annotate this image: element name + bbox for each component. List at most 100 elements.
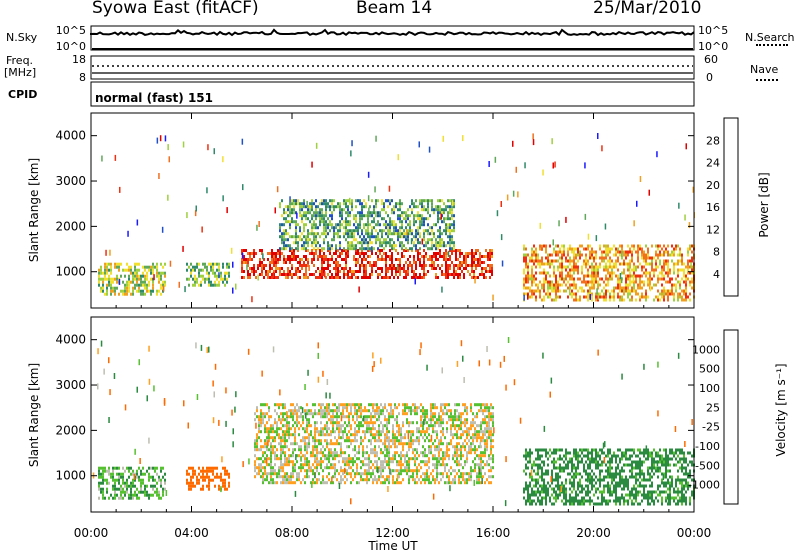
data-cell bbox=[136, 262, 138, 266]
data-speckle bbox=[410, 238, 413, 245]
data-cell bbox=[336, 454, 338, 458]
data-cell bbox=[198, 478, 200, 482]
data-cell bbox=[477, 261, 479, 264]
data-cell bbox=[338, 415, 340, 419]
data-cell bbox=[281, 214, 283, 218]
data-cell bbox=[421, 205, 423, 209]
data-cell bbox=[567, 247, 569, 251]
data-cell bbox=[385, 258, 387, 261]
data-cell bbox=[448, 442, 450, 446]
data-cell bbox=[146, 265, 148, 269]
data-cell bbox=[346, 478, 348, 482]
data-cell bbox=[108, 481, 110, 485]
data-cell bbox=[313, 247, 315, 251]
data-cell bbox=[325, 205, 327, 209]
data-cell bbox=[339, 241, 341, 245]
data-cell bbox=[365, 267, 367, 270]
data-cell bbox=[124, 292, 126, 296]
data-cell bbox=[266, 448, 268, 452]
data-cell bbox=[158, 289, 160, 293]
data-cell bbox=[541, 259, 543, 263]
data-cell bbox=[449, 249, 451, 252]
data-cell bbox=[212, 262, 214, 266]
data-cell bbox=[313, 238, 315, 242]
data-cell bbox=[383, 208, 385, 212]
data-cell bbox=[436, 469, 438, 473]
data-cell bbox=[372, 415, 374, 419]
data-cell bbox=[300, 448, 302, 452]
data-cell bbox=[224, 472, 226, 476]
data-cell bbox=[667, 271, 669, 275]
data-cell bbox=[410, 442, 412, 446]
data-cell bbox=[436, 448, 438, 452]
data-cell bbox=[285, 217, 287, 221]
data-cell bbox=[146, 484, 148, 488]
data-cell bbox=[653, 268, 655, 272]
data-cell bbox=[344, 463, 346, 467]
data-cell bbox=[160, 496, 162, 500]
data-cell bbox=[419, 258, 421, 261]
data-cell bbox=[448, 454, 450, 458]
data-cell bbox=[343, 249, 345, 252]
data-cell bbox=[653, 283, 655, 287]
data-cell bbox=[106, 277, 108, 281]
data-cell bbox=[398, 481, 400, 485]
data-cell bbox=[583, 262, 585, 266]
data-cell bbox=[346, 463, 348, 467]
data-cell bbox=[290, 442, 292, 446]
data-cell bbox=[454, 403, 456, 407]
data-cell bbox=[316, 463, 318, 467]
data-cell bbox=[317, 205, 319, 209]
data-cell bbox=[375, 235, 377, 239]
data-cell bbox=[412, 403, 414, 407]
data-cell bbox=[365, 276, 367, 279]
data-cell bbox=[376, 430, 378, 434]
data-cell bbox=[258, 463, 260, 467]
data-cell bbox=[388, 475, 390, 479]
data-cell bbox=[603, 280, 605, 284]
data-cell bbox=[393, 267, 395, 270]
data-cell bbox=[306, 460, 308, 464]
data-cell bbox=[258, 457, 260, 461]
data-cell bbox=[370, 460, 372, 464]
data-cell bbox=[348, 430, 350, 434]
data-cell bbox=[470, 427, 472, 431]
data-cell bbox=[565, 277, 567, 281]
data-cell bbox=[403, 232, 405, 236]
data-cell bbox=[336, 409, 338, 413]
data-cell bbox=[355, 214, 357, 218]
data-cell bbox=[609, 292, 611, 296]
data-cell bbox=[472, 436, 474, 440]
data-cell bbox=[339, 220, 341, 224]
data-cell bbox=[164, 271, 166, 275]
data-cell bbox=[633, 289, 635, 293]
data-cell bbox=[367, 249, 369, 252]
data-cell bbox=[378, 433, 380, 437]
data-cell bbox=[365, 264, 367, 267]
data-cell bbox=[403, 235, 405, 239]
data-cell bbox=[402, 454, 404, 458]
data-cell bbox=[605, 250, 607, 254]
data-cell bbox=[432, 403, 434, 407]
data-cell bbox=[321, 202, 323, 206]
data-cell bbox=[241, 270, 243, 273]
data-cell bbox=[335, 270, 337, 273]
data-cell bbox=[441, 232, 443, 236]
data-cell bbox=[456, 451, 458, 455]
data-speckle bbox=[226, 207, 228, 214]
data-cell bbox=[639, 286, 641, 290]
data-cell bbox=[452, 481, 454, 485]
data-cell bbox=[431, 258, 433, 261]
data-cell bbox=[112, 475, 114, 479]
data-cell bbox=[124, 283, 126, 287]
data-cell bbox=[414, 457, 416, 461]
data-cell bbox=[549, 262, 551, 266]
data-cell bbox=[561, 259, 563, 263]
data-cell bbox=[321, 264, 323, 267]
data-cell bbox=[277, 276, 279, 279]
data-cell bbox=[438, 424, 440, 428]
data-cell bbox=[241, 258, 243, 261]
data-cell bbox=[298, 406, 300, 410]
data-cell bbox=[276, 481, 278, 485]
data-cell bbox=[409, 255, 411, 258]
